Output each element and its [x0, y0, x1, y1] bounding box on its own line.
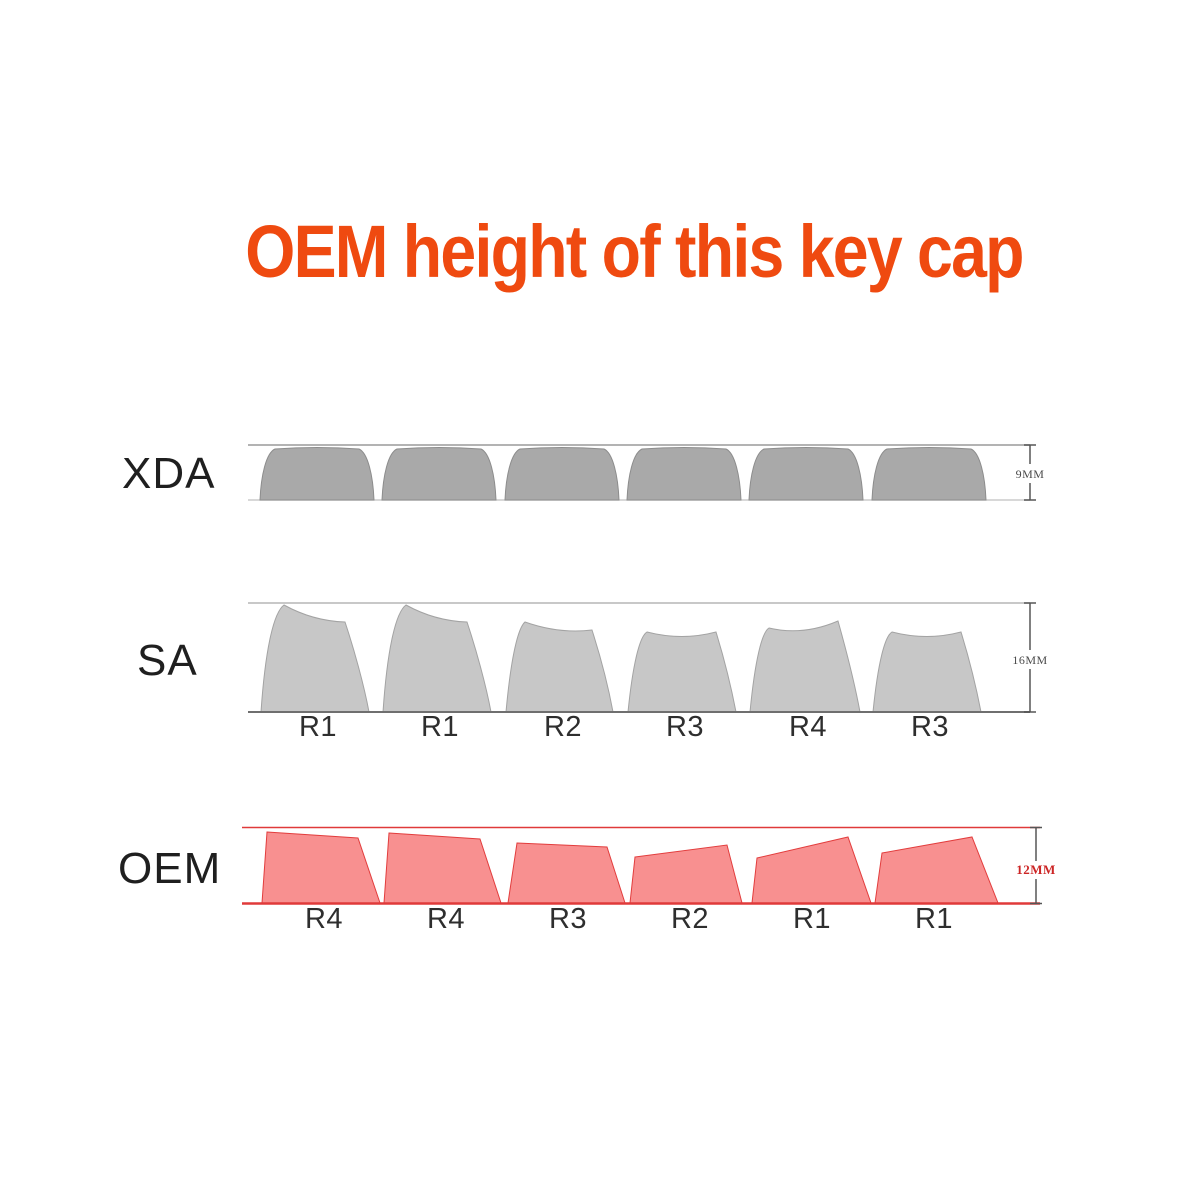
oem-row-diagram: 12MM	[242, 826, 1056, 905]
xda-keycap-shape	[381, 447, 497, 501]
profile-label-sa: SA	[137, 636, 198, 685]
profile-label-xda: XDA	[122, 449, 216, 498]
oem-keycap-shape-r4	[261, 831, 381, 904]
sa-height-label: 16MM	[1012, 653, 1047, 667]
key-row-label: R3	[548, 903, 588, 935]
page-title: OEM height of this key cap	[245, 210, 1024, 293]
sa-keycap-shape-r1	[260, 604, 370, 713]
key-row-label: R1	[420, 711, 460, 743]
key-row-label: R4	[304, 903, 344, 935]
oem-keycap-shape-r3	[507, 842, 626, 904]
profile-label-oem: OEM	[118, 844, 222, 893]
sa-row-key-labels: R1 R1 R2 R3 R4 R3	[0, 710, 1200, 746]
sa-keycap-shape-r1	[382, 604, 492, 713]
xda-keycap-shape	[504, 447, 620, 501]
sa-row-diagram: 16MM	[248, 602, 1047, 713]
oem-height-label: 12MM	[1016, 862, 1056, 877]
xda-height-label: 9MM	[1016, 467, 1045, 481]
oem-keycap-shape-r1	[874, 836, 999, 904]
key-row-label: R2	[670, 903, 710, 935]
sa-keycap-shape-r2	[505, 621, 614, 713]
key-row-label: R3	[910, 711, 950, 743]
sa-keycap-shape-r4	[749, 620, 861, 713]
xda-keycap-shape	[626, 447, 742, 501]
oem-keycap-shape-r4	[383, 832, 502, 904]
key-row-label: R1	[914, 903, 954, 935]
sa-height-dimension: 16MM	[1012, 602, 1047, 713]
xda-keycap-shape	[748, 447, 864, 501]
key-row-label: R4	[788, 711, 828, 743]
xda-keycap-shape	[871, 447, 987, 501]
key-row-label: R1	[298, 711, 338, 743]
key-row-label: R1	[792, 903, 832, 935]
sa-keycap-shape-r3	[872, 631, 982, 713]
key-row-label: R4	[426, 903, 466, 935]
sa-keycaps	[260, 604, 982, 713]
oem-keycap-shape-r2	[629, 844, 743, 904]
sa-keycap-shape-r3	[627, 631, 737, 713]
key-row-label: R3	[665, 711, 705, 743]
oem-row-key-labels: R4 R4 R3 R2 R1 R1	[0, 902, 1200, 938]
xda-row-diagram: 9MM	[248, 444, 1045, 501]
oem-keycap-shape-r1	[751, 836, 872, 904]
xda-height-dimension: 9MM	[1016, 444, 1045, 501]
xda-keycaps	[259, 447, 987, 501]
xda-keycap-shape	[259, 447, 375, 501]
key-row-label: R2	[543, 711, 583, 743]
oem-keycaps	[261, 831, 999, 904]
oem-height-dimension: 12MM	[1016, 826, 1056, 905]
